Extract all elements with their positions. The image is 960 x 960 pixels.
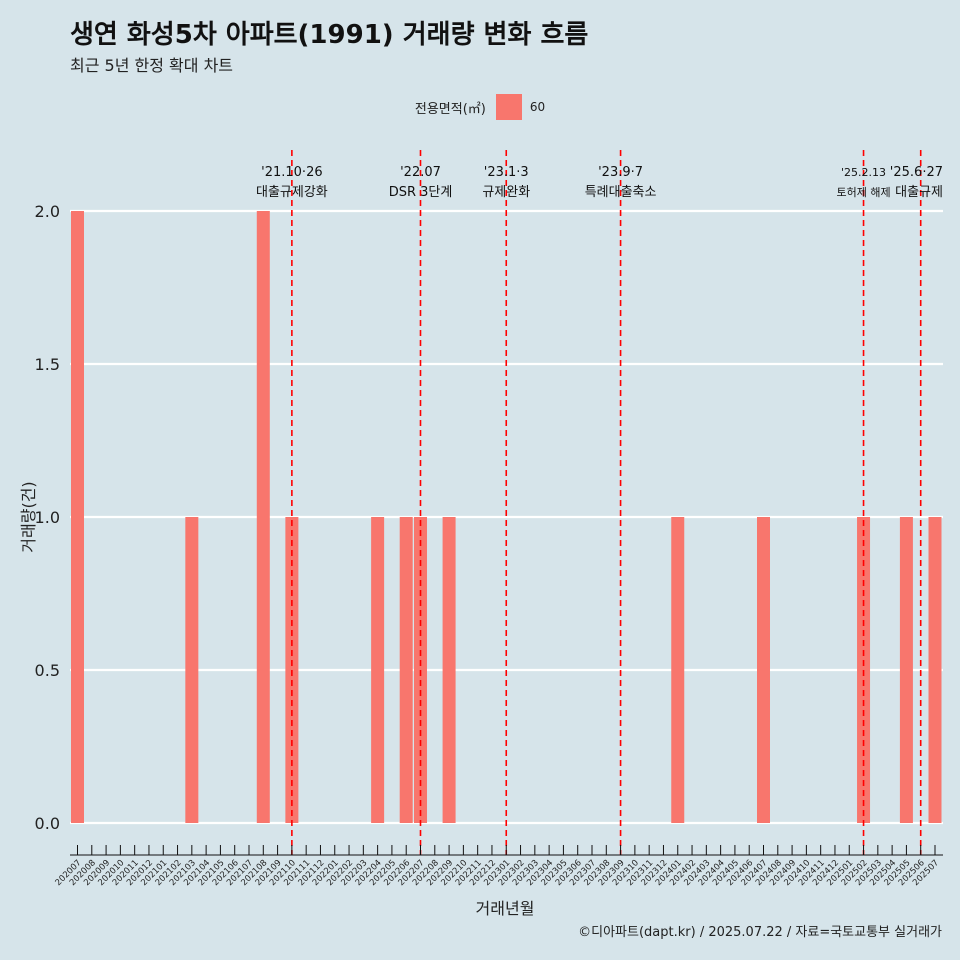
bar	[371, 517, 385, 823]
event-layer: '21.10·26 대출규제강화 '22.07 DSR 3단계 '23.1·3 규제완화 '…	[256, 150, 943, 855]
bar	[256, 211, 270, 823]
bar	[928, 517, 942, 823]
event-date-label: '23.1·3	[484, 165, 529, 180]
event-date-label: '23.9·7	[598, 165, 643, 180]
y-tick-label: 1.5	[35, 355, 60, 374]
bar	[442, 517, 456, 823]
axis-layer: 0.00.51.01.52.02020072020082020092020102…	[35, 202, 943, 888]
bar	[757, 517, 770, 823]
chart-title: 생연 화성5차 아파트(1991) 거래량 변화 흐름	[70, 20, 589, 50]
legend-label: 60	[529, 100, 546, 114]
event-name-label: 규제완화	[482, 185, 530, 200]
x-axis-label: 거래년월	[476, 899, 535, 918]
event-name-label: 대출규제강화	[256, 185, 328, 200]
y-tick-label: 0.5	[35, 661, 60, 680]
event-date-label: '25.2.13	[841, 166, 886, 179]
event-date-label: '21.10·26	[261, 165, 322, 180]
bar	[671, 517, 685, 823]
bar	[185, 517, 199, 823]
y-tick-label: 0.0	[35, 814, 60, 833]
event-name-label: 토허제 해제	[836, 185, 890, 199]
y-axis-label: 거래량(건)	[19, 481, 38, 552]
bar	[399, 517, 413, 823]
event-date-label: '25.6·27	[890, 165, 943, 180]
legend-swatch	[495, 94, 522, 120]
chart-subtitle: 최근 5년 한정 확대 차트	[70, 56, 234, 75]
source-caption: ©디아파트(dapt.kr) / 2025.07.22 / 자료=국토교통부 실…	[578, 925, 942, 940]
legend: 전용면적(㎡) 60	[0, 94, 960, 120]
y-tick-label: 2.0	[35, 202, 60, 221]
legend-item: 60	[495, 94, 546, 120]
event-date-label: '22.07	[400, 165, 441, 180]
event-name-label: DSR 3단계	[389, 185, 453, 200]
bar	[71, 211, 84, 823]
y-tick-label: 1.0	[35, 508, 60, 527]
event-name-label: 대출규제	[895, 185, 943, 200]
bar	[899, 517, 913, 823]
legend-title: 전용면적(㎡)	[414, 101, 486, 117]
event-name-label: 특례대출축소	[585, 185, 657, 200]
